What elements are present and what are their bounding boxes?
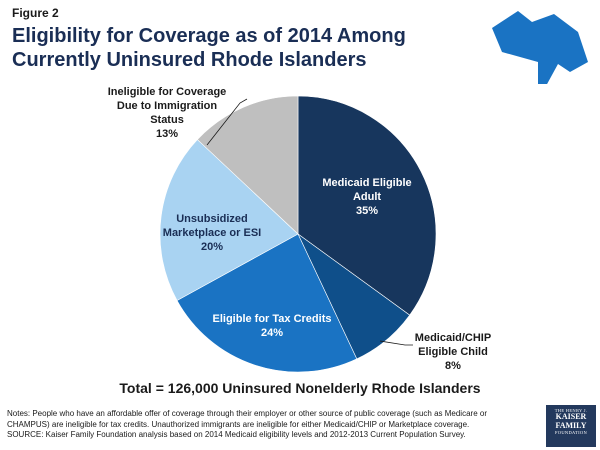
notes: Notes: People who have an affordable off… [7,409,487,441]
pie-slice [297,95,437,316]
slice-label: Eligible for Tax Credits 24% [213,313,332,339]
total-label: Total = 126,000 Uninsured Nonelderly Rho… [119,380,481,396]
logo-line1: THE HENRY J. [554,408,588,413]
rhode-island-map [492,11,588,84]
chart-title: Eligibility for Coverage as of 2014 Amon… [12,25,406,71]
pie-slice [196,95,299,235]
logo-line3: FAMILY [555,420,587,430]
leader-line [379,340,413,346]
logo-line2: KAISER [555,412,587,421]
kff-logo: THE HENRY J. KAISER FAMILY FOUNDATION [546,405,596,447]
figure-label: Figure 2 [12,6,59,20]
slice-label: Ineligible for Coverage Due to Immigratio… [108,86,227,140]
logo-line4: FOUNDATION [555,430,587,435]
slice-label: Medicaid/CHIP Eligible Child 8% [415,332,491,372]
source-text: SOURCE: Kaiser Family Foundation analysi… [7,430,466,439]
leader-line [206,98,248,146]
pie-slice [159,139,299,301]
rhode-island-shape [492,11,588,84]
slice-label: Medicaid Eligible Adult 35% [322,177,411,217]
slice-label: Unsubsidized Marketplace or ESI 20% [163,213,261,253]
notes-text: Notes: People who have an affordable off… [7,409,487,429]
pie-slice [176,233,358,373]
